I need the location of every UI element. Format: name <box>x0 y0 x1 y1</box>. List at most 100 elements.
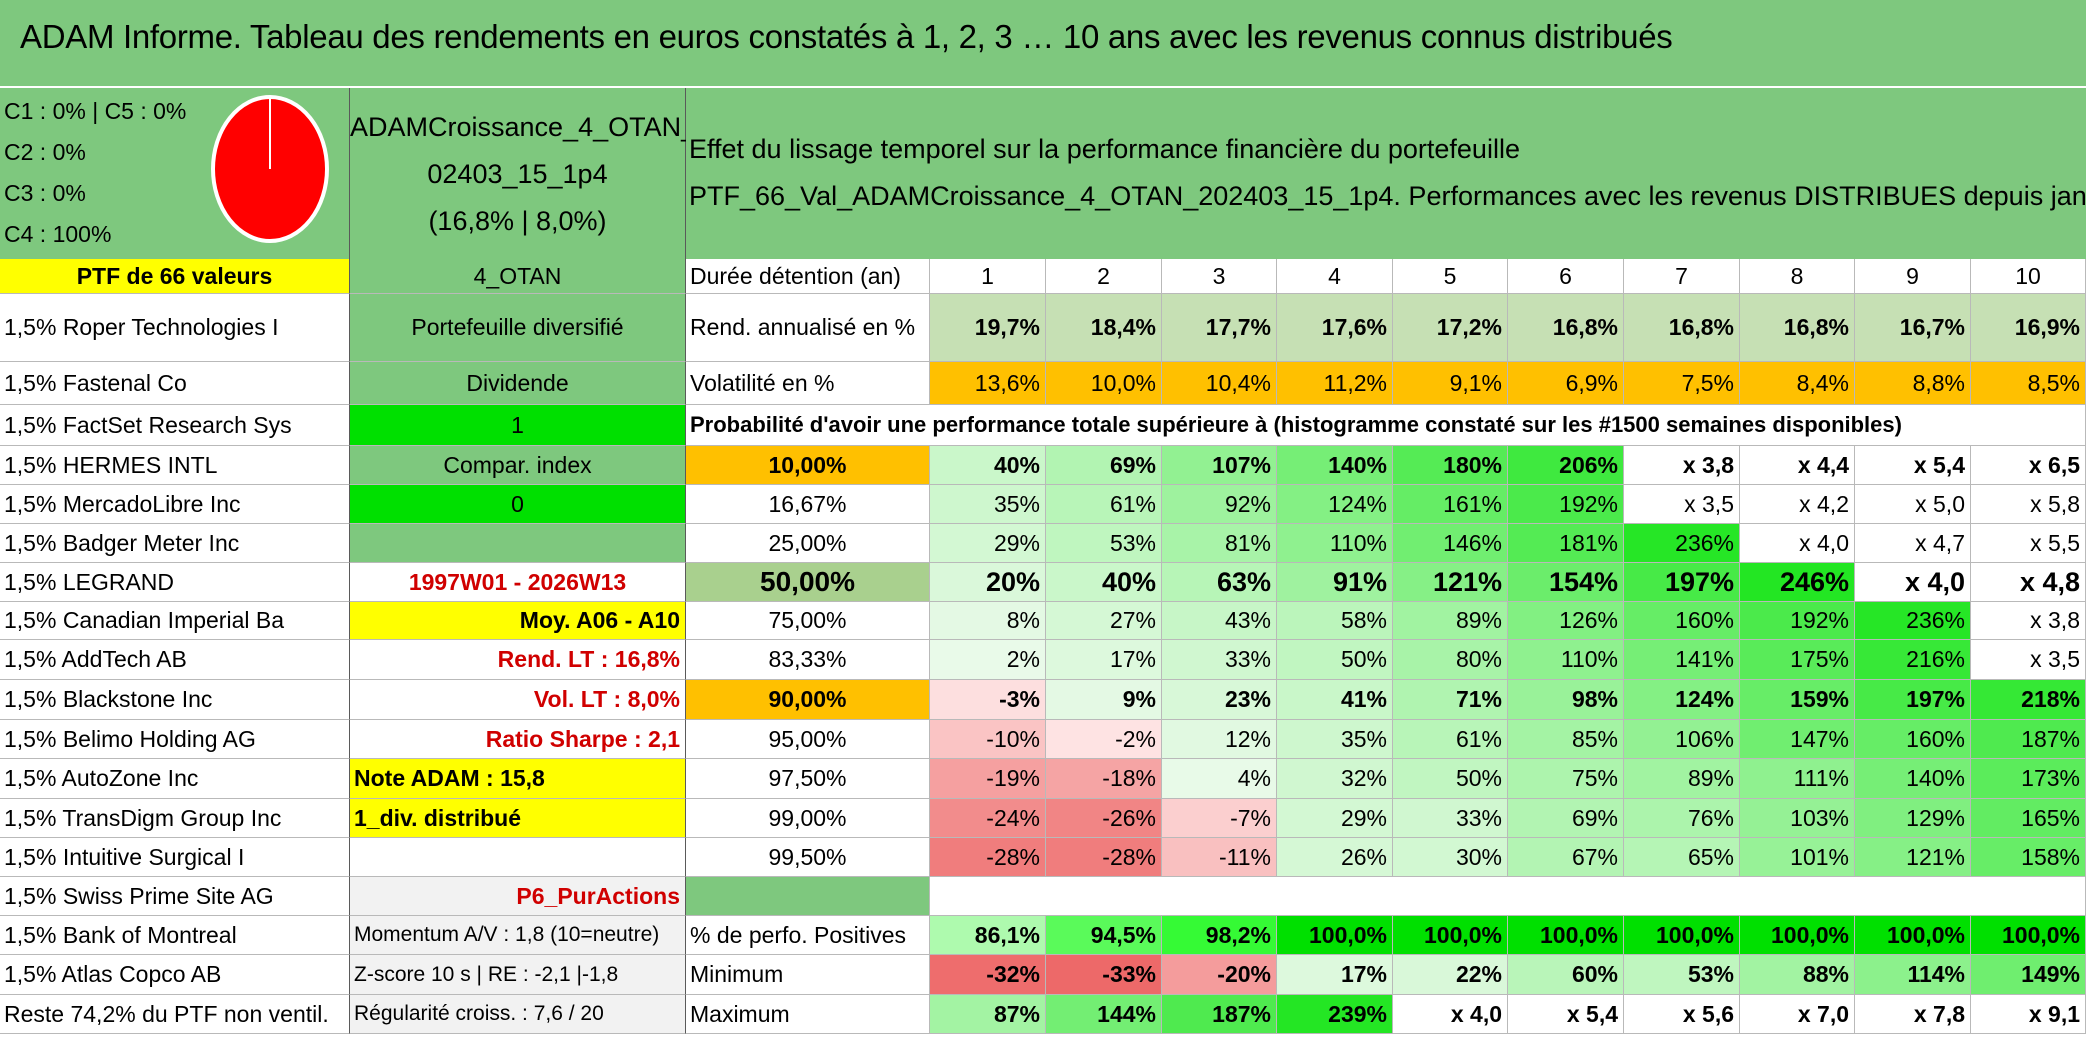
blank-cell <box>930 877 2086 916</box>
probability-threshold: 95,00% <box>686 720 930 759</box>
probability-value: x 4,2 <box>1740 485 1855 524</box>
probability-value: 197% <box>1624 563 1740 602</box>
info-cell: P6_PurActions <box>350 877 686 916</box>
probability-value: 9% <box>1046 680 1162 720</box>
pos-value: 100,0% <box>1393 916 1508 955</box>
pos-value: 100,0% <box>1855 916 1971 955</box>
probability-value: 107% <box>1162 446 1277 485</box>
probability-value: 89% <box>1393 602 1508 640</box>
rend-value: 16,8% <box>1624 294 1740 362</box>
info-cell: Note ADAM : 15,8 <box>350 759 686 799</box>
year-header: 6 <box>1508 259 1624 294</box>
probability-value: 33% <box>1393 799 1508 838</box>
rend-label: Rend. annualisé en % <box>686 294 930 362</box>
probability-value: 129% <box>1855 799 1971 838</box>
probability-value: 40% <box>1046 563 1162 602</box>
probability-value: 161% <box>1393 485 1508 524</box>
probability-value: 50% <box>1277 640 1393 680</box>
pos-value: 100,0% <box>1508 916 1624 955</box>
probability-value: x 6,5 <box>1971 446 2086 485</box>
year-header: 5 <box>1393 259 1508 294</box>
probability-value: x 3,5 <box>1624 485 1740 524</box>
holding-row: 1,5% HERMES INTL <box>0 446 350 485</box>
title-bar: ADAM Informe. Tableau des rendements en … <box>0 0 2086 88</box>
vol-value: 8,8% <box>1855 362 1971 405</box>
max-value: 239% <box>1277 995 1393 1034</box>
probability-value: -28% <box>1046 838 1162 877</box>
portfolio-name-line2: 02403_15_1p4 <box>427 159 608 189</box>
effect-line1: Effet du lissage temporel sur la perform… <box>689 134 1520 164</box>
vol-value: 13,6% <box>930 362 1046 405</box>
probability-value: -26% <box>1046 799 1162 838</box>
max-value: 144% <box>1046 995 1162 1034</box>
probability-value: 218% <box>1971 680 2086 720</box>
holding-row: 1,5% AutoZone Inc <box>0 759 350 799</box>
probability-value: -19% <box>930 759 1046 799</box>
probability-value: 126% <box>1508 602 1624 640</box>
max-value: x 7,8 <box>1855 995 1971 1034</box>
probability-value: x 4,0 <box>1855 563 1971 602</box>
probability-value: 192% <box>1508 485 1624 524</box>
rend-value: 18,4% <box>1046 294 1162 362</box>
probability-value: 12% <box>1162 720 1277 759</box>
holding-row: 1,5% Swiss Prime Site AG <box>0 877 350 916</box>
probability-value: 81% <box>1162 524 1277 563</box>
page-title: ADAM Informe. Tableau des rendements en … <box>20 18 1673 55</box>
probability-value: 53% <box>1046 524 1162 563</box>
holding-row: Reste 74,2% du PTF non ventil. <box>0 995 350 1034</box>
info-cell: Ratio Sharpe : 2,1 <box>350 720 686 759</box>
min-value: 17% <box>1277 955 1393 995</box>
probability-value: x 3,8 <box>1971 602 2086 640</box>
probability-value: 89% <box>1624 759 1740 799</box>
year-header: 10 <box>1971 259 2086 294</box>
info-cell <box>350 524 686 563</box>
probability-value: 187% <box>1971 720 2086 759</box>
probability-value: 2% <box>930 640 1046 680</box>
holding-row: 1,5% Roper Technologies I <box>0 294 350 362</box>
probability-value: 216% <box>1855 640 1971 680</box>
probability-value: 160% <box>1624 602 1740 640</box>
holding-row: 1,5% Badger Meter Inc <box>0 524 350 563</box>
probability-threshold: 50,00% <box>686 563 930 602</box>
pie-chart <box>211 95 329 243</box>
probability-value: 173% <box>1971 759 2086 799</box>
probability-threshold: 83,33% <box>686 640 930 680</box>
probability-value: 192% <box>1740 602 1855 640</box>
probability-value: 103% <box>1740 799 1855 838</box>
probability-value: 140% <box>1855 759 1971 799</box>
vol-value: 10,4% <box>1162 362 1277 405</box>
info-cell: Momentum A/V : 1,8 (10=neutre) <box>350 916 686 955</box>
max-value: x 4,0 <box>1393 995 1508 1034</box>
probability-value: x 5,5 <box>1971 524 2086 563</box>
probability-value: 101% <box>1740 838 1855 877</box>
probability-value: 154% <box>1508 563 1624 602</box>
probability-threshold: 75,00% <box>686 602 930 640</box>
probability-value: x 4,4 <box>1740 446 1855 485</box>
rend-value: 16,8% <box>1740 294 1855 362</box>
vol-value: 6,9% <box>1508 362 1624 405</box>
min-label: Minimum <box>686 955 930 995</box>
info-cell: Z-score 10 s | RE : -2,1 |-1,8 <box>350 955 686 995</box>
probability-value: 61% <box>1393 720 1508 759</box>
probability-value: 4% <box>1162 759 1277 799</box>
probability-value: 27% <box>1046 602 1162 640</box>
probability-value: 80% <box>1393 640 1508 680</box>
max-value: 187% <box>1162 995 1277 1034</box>
probability-value: -3% <box>930 680 1046 720</box>
probability-value: 26% <box>1277 838 1393 877</box>
probability-value: 69% <box>1046 446 1162 485</box>
probability-value: -2% <box>1046 720 1162 759</box>
rend-value: 16,9% <box>1971 294 2086 362</box>
rend-value: 16,7% <box>1855 294 1971 362</box>
max-value: 87% <box>930 995 1046 1034</box>
probability-value: 158% <box>1971 838 2086 877</box>
info-cell: Portefeuille diversifié <box>350 294 686 362</box>
probability-value: 85% <box>1508 720 1624 759</box>
pie-label-c1: C1 : 0% | C5 : 0% <box>4 98 187 124</box>
holding-row: 1,5% AddTech AB <box>0 640 350 680</box>
holding-row: 1,5% Belimo Holding AG <box>0 720 350 759</box>
min-value: 22% <box>1393 955 1508 995</box>
probability-value: x 3,5 <box>1971 640 2086 680</box>
probability-value: 29% <box>1277 799 1393 838</box>
probability-value: 246% <box>1740 563 1855 602</box>
